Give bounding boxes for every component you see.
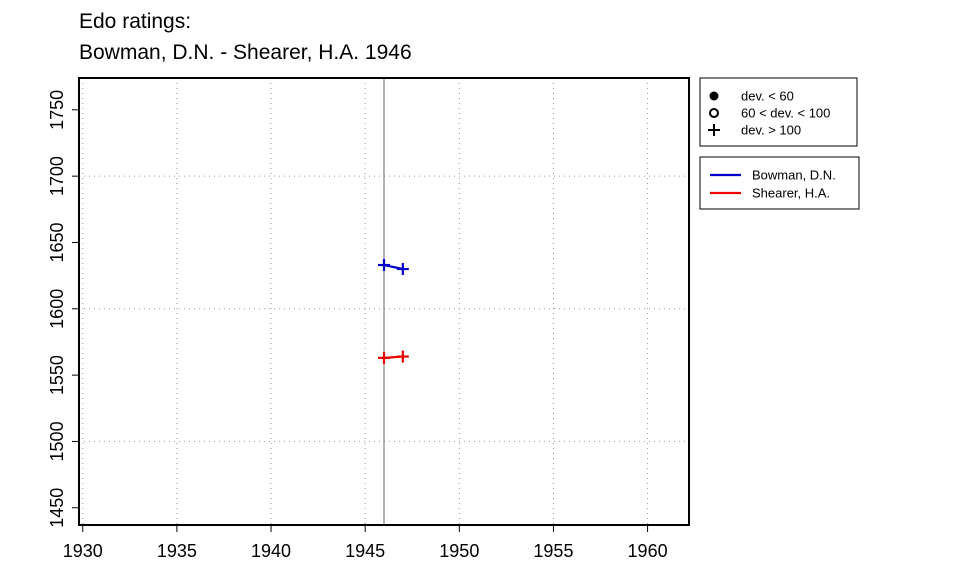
- data-point: [396, 263, 409, 276]
- series-legend-label: Bowman, D.N.: [752, 168, 836, 183]
- y-tick-label: 1600: [47, 289, 67, 329]
- x-tick-label: 1935: [157, 541, 197, 561]
- y-tick-label: 1750: [47, 90, 67, 130]
- series-legend-box: [699, 156, 860, 210]
- data-point: [378, 259, 390, 272]
- filled-circle-icon: [709, 91, 719, 101]
- y-tick-label: 1700: [47, 156, 67, 196]
- marker-legend-label: dev. < 60: [741, 89, 794, 104]
- marker-legend-box: [699, 77, 858, 147]
- chart-title: Edo ratings:: [79, 10, 192, 33]
- open-circle-icon: [709, 108, 719, 118]
- x-tick-label: 1960: [628, 541, 668, 561]
- series-legend-label: Shearer, H.A.: [752, 186, 830, 201]
- plot-frame: [78, 77, 690, 526]
- series-legend: Bowman, D.N. Shearer, H.A.: [699, 156, 860, 210]
- y-axis: 1450 1500 1550 1600 1650 1700 1750: [47, 90, 79, 528]
- x-axis: 1930 1935 1940 1945 1950 1955 1960: [63, 525, 668, 561]
- marker-legend-label: dev. > 100: [741, 123, 801, 138]
- x-tick-label: 1940: [251, 541, 291, 561]
- y-tick-label: 1550: [47, 355, 67, 395]
- x-tick-label: 1955: [533, 541, 573, 561]
- chart-subtitle: Bowman, D.N. - Shearer, H.A. 1946: [79, 41, 412, 64]
- y-tick-label: 1500: [47, 421, 67, 461]
- marker-legend: dev. < 60 60 < dev. < 100 dev. > 100: [699, 77, 858, 147]
- y-tick-label: 1650: [47, 222, 67, 262]
- x-tick-label: 1950: [439, 541, 479, 561]
- data-point: [378, 351, 390, 364]
- x-tick-label: 1930: [63, 541, 103, 561]
- y-tick-label: 1450: [47, 488, 67, 528]
- data-point: [396, 350, 409, 363]
- marker-legend-label: 60 < dev. < 100: [741, 106, 830, 121]
- x-tick-label: 1945: [345, 541, 385, 561]
- series-layer: [378, 259, 409, 364]
